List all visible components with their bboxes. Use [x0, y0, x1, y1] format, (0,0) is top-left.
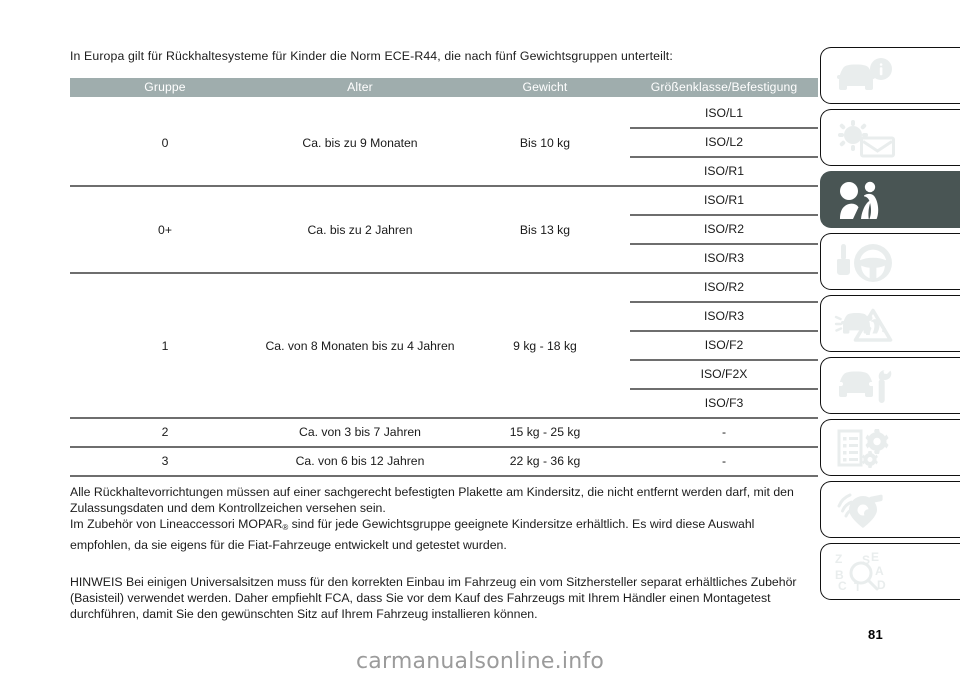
- sidebar-item-child-safety[interactable]: [820, 171, 960, 228]
- cell-gruppe: 0: [161, 135, 169, 150]
- cell-groessenklasse: ISO/F2: [630, 330, 818, 360]
- cell-alter: Ca. bis zu 2 Jahren: [260, 185, 460, 273]
- sidebar-item-maintenance[interactable]: [820, 357, 960, 414]
- column-header-gewicht: Gewicht: [460, 78, 630, 97]
- sidebar-item-emergency[interactable]: [820, 295, 960, 352]
- cell-gruppe: 2: [70, 417, 260, 447]
- column-header-gruppe-label: Gruppe: [70, 78, 260, 97]
- svg-text:A: A: [875, 564, 884, 578]
- intro-paragraph: In Europa gilt für Rückhaltesysteme für …: [70, 49, 673, 63]
- column-header-gewicht-label: Gewicht: [460, 78, 630, 97]
- cell-alter: Ca. von 3 bis 7 Jahren: [260, 417, 460, 447]
- column-header-gruppe: Gruppe: [70, 78, 260, 97]
- alphabetical-index-icon: Z B C T E A D S: [833, 551, 903, 593]
- svg-text:Z: Z: [835, 552, 842, 566]
- table-row: 0 Ca. bis zu 9 Monaten Bis 10 kg ISO/L1: [70, 100, 818, 150]
- cell-gewicht: Bis 10 kg: [519, 135, 571, 150]
- sidebar-item-warning-lights[interactable]: [820, 109, 960, 166]
- table-row: 2 Ca. von 3 bis 7 Jahren 15 kg - 25 kg -: [70, 417, 818, 447]
- cell-groessenklasse: -: [630, 446, 818, 476]
- sidebar-item-multimedia[interactable]: [820, 481, 960, 538]
- column-header-alter: Alter: [260, 78, 460, 97]
- cell-groessenklasse: -: [630, 417, 818, 447]
- cell-gewicht: 15 kg - 25 kg: [460, 417, 630, 447]
- cell-gruppe: 1: [70, 272, 260, 418]
- paragraph-restraint-label: Alle Rückhaltevorrichtungen müssen auf e…: [70, 485, 794, 516]
- svg-text:S: S: [862, 553, 870, 567]
- table-row: ISO/L2: [70, 127, 818, 157]
- column-header-groessenklasse: Größenklasse/Befestigung: [630, 78, 818, 97]
- table-bottom-rule-row: [70, 475, 818, 478]
- cell-groessenklasse: ISO/F3: [630, 388, 818, 418]
- watermark: carmanualsonline.info: [355, 649, 605, 674]
- technical-specifications-icon: [833, 428, 895, 468]
- paragraph-hinweis: HINWEIS Bei einigen Universalsitzen muss…: [70, 574, 797, 622]
- cell-gruppe: 0+: [70, 185, 260, 273]
- cell-groessenklasse: ISO/R2: [630, 272, 818, 302]
- svg-text:C: C: [838, 579, 847, 593]
- table-row: ISO/F3: [70, 388, 818, 418]
- column-header-groessenklasse-label: Größenklasse/Befestigung: [630, 78, 818, 97]
- sidebar-item-technical-specs[interactable]: [820, 419, 960, 476]
- table-header: Gruppe Alter Gewicht Größenklasse/Befest…: [70, 78, 818, 100]
- page-number: 81: [868, 627, 883, 642]
- cell-groessenklasse: ISO/L1: [705, 106, 743, 120]
- table-body: 0 Ca. bis zu 9 Monaten Bis 10 kg ISO/L1 …: [70, 100, 818, 478]
- car-maintenance-icon: [833, 366, 895, 406]
- svg-text:T: T: [854, 580, 862, 593]
- cell-groessenklasse: ISO/R2: [630, 214, 818, 244]
- car-info-icon: [833, 57, 895, 95]
- cell-alter-text: Ca. von 8 Monaten bis zu 4 Jahren: [265, 338, 455, 353]
- paragraph-mopar: Im Zubehör von Lineaccessori MOPAR® sind…: [70, 516, 818, 552]
- cell-gewicht: 9 kg - 18 kg: [460, 272, 630, 418]
- svg-text:D: D: [877, 578, 886, 592]
- cell-gewicht: 22 kg - 36 kg: [460, 446, 630, 476]
- cell-gruppe: 3: [70, 446, 260, 476]
- cell-groessenklasse: ISO/R3: [630, 243, 818, 273]
- table-row: ISO/F2: [70, 330, 818, 360]
- cell-alter: Ca. bis zu 9 Monaten: [302, 135, 418, 150]
- sidebar-item-car-info[interactable]: [820, 47, 960, 104]
- paragraph-mopar-after: sind für jede Gewichtsgruppe geeignete K…: [70, 517, 755, 552]
- table-row: ISO/R3: [70, 301, 818, 331]
- cell-alter: Ca. von 8 Monaten bis zu 4 Jahren: [260, 272, 460, 418]
- sidebar-item-index[interactable]: Z B C T E A D S: [820, 543, 960, 600]
- cell-groessenklasse: ISO/R1: [630, 185, 818, 215]
- table-row: ISO/R1: [70, 156, 818, 186]
- registered-trademark-icon: ®: [282, 523, 289, 533]
- multimedia-audio-icon: [833, 490, 895, 530]
- cell-alter: Ca. von 6 bis 12 Jahren: [260, 446, 460, 476]
- dashboard-warning-lights-icon: [833, 118, 895, 158]
- table-row: 1 Ca. von 8 Monaten bis zu 4 Jahren 9 kg…: [70, 272, 818, 418]
- table-row: 3 Ca. von 6 bis 12 Jahren 22 kg - 36 kg …: [70, 446, 818, 476]
- cell-groessenklasse: ISO/L2: [630, 127, 818, 157]
- emergency-breakdown-icon: [833, 304, 895, 344]
- section-tab-rail: Z B C T E A D S: [820, 47, 960, 605]
- cell-groessenklasse: ISO/R1: [630, 156, 818, 186]
- sidebar-item-starting-driving[interactable]: [820, 233, 960, 290]
- svg-text:E: E: [871, 551, 879, 564]
- paragraph-mopar-before: Im Zubehör von Lineaccessori MOPAR: [70, 517, 283, 532]
- cell-groessenklasse: ISO/R3: [630, 301, 818, 331]
- table-row: 0+ Ca. bis zu 2 Jahren Bis 13 kg ISO/R1: [70, 185, 818, 273]
- svg-text:B: B: [835, 568, 844, 582]
- child-seat-safety-icon: [833, 179, 895, 221]
- column-header-alter-label: Alter: [260, 78, 460, 97]
- table-row: ISO/F2X: [70, 359, 818, 389]
- child-restraint-groups-table: Gruppe Alter Gewicht Größenklasse/Befest…: [70, 78, 818, 478]
- page-content: In Europa gilt für Rückhaltesysteme für …: [70, 48, 818, 622]
- table-row: ISO/R3: [70, 243, 818, 273]
- table-bottom-rule: [70, 475, 818, 478]
- steering-wheel-start-icon: [833, 242, 895, 282]
- cell-groessenklasse: ISO/F2X: [630, 359, 818, 389]
- cell-gewicht: Bis 13 kg: [460, 185, 630, 273]
- table-row: ISO/R2: [70, 214, 818, 244]
